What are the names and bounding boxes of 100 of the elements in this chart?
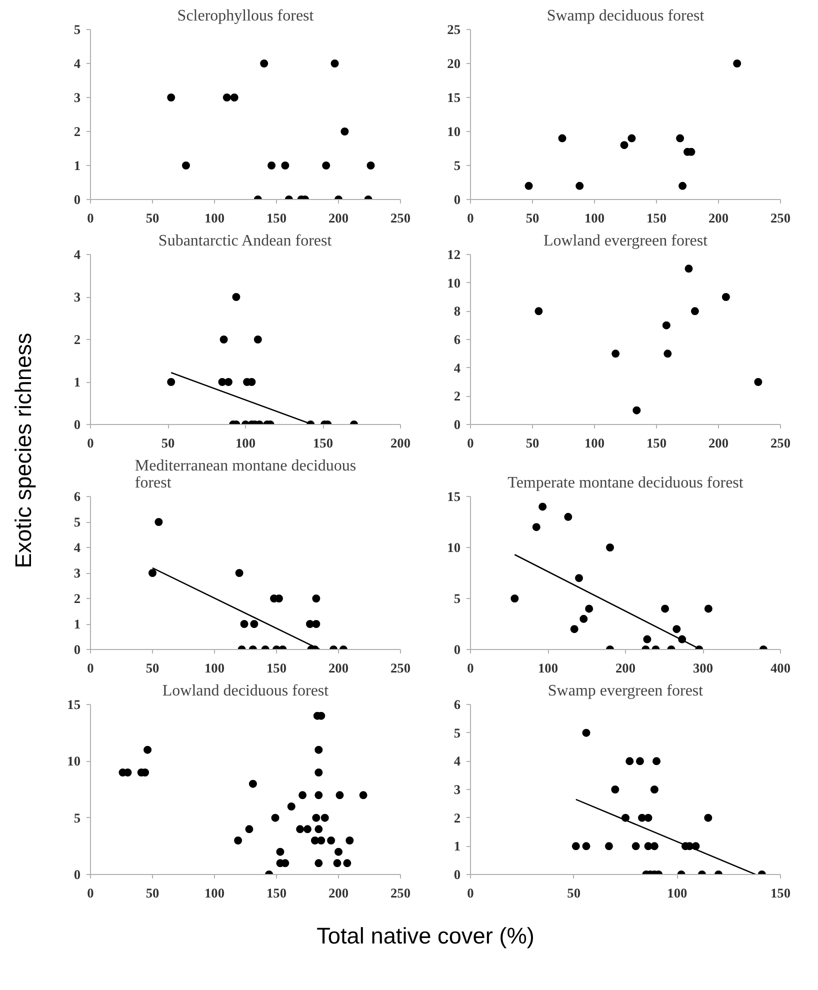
point	[298, 791, 307, 800]
x-tick-label: 100	[667, 886, 688, 900]
point	[604, 842, 613, 850]
point	[296, 825, 304, 834]
y-tick-label: 6	[454, 332, 461, 347]
point	[334, 848, 342, 856]
point	[144, 746, 152, 754]
point	[585, 604, 594, 613]
point	[310, 836, 319, 844]
point	[704, 604, 712, 613]
x-tick-label: 150	[266, 660, 287, 676]
chart-title: Swamp evergreen forest	[548, 682, 704, 700]
y-tick-label: 0	[74, 867, 81, 882]
y-tick-label: 25	[447, 22, 461, 37]
x-tick-label: 100	[584, 436, 605, 450]
y-tick-label: 0	[74, 192, 81, 207]
y-tick-label: 10	[67, 754, 81, 769]
point	[632, 406, 641, 414]
point	[148, 569, 156, 577]
chart-title: Sclerophyllous forest	[177, 8, 314, 24]
point	[320, 814, 329, 822]
point	[576, 182, 584, 190]
point	[336, 791, 344, 800]
y-tick-label: 4	[454, 754, 461, 769]
y-tick-label: 5	[74, 22, 81, 37]
x-tick-label: 150	[646, 436, 667, 450]
point	[626, 757, 634, 766]
y-tick-label: 0	[74, 642, 81, 657]
y-tick-label: 1	[74, 158, 81, 173]
y-tick-label: 4	[74, 247, 81, 262]
point	[538, 502, 547, 511]
x-tick-label: 0	[87, 660, 94, 676]
y-tick-label: 2	[454, 810, 461, 826]
point	[240, 620, 248, 628]
point	[632, 842, 640, 850]
point	[220, 336, 228, 344]
x-tick-label: 100	[236, 436, 256, 450]
x-tick-label: 150	[313, 436, 334, 450]
y-tick-label: 0	[454, 417, 461, 432]
point	[606, 544, 614, 552]
y-tick-label: 2	[74, 591, 81, 606]
point	[314, 859, 323, 868]
y-tick-label: 15	[447, 489, 461, 504]
x-tick-label: 50	[526, 436, 540, 450]
y-tick-label: 5	[454, 158, 461, 173]
y-tick-label: 15	[447, 90, 461, 105]
point	[620, 141, 628, 150]
x-tick-label: 0	[467, 210, 474, 226]
point	[327, 836, 336, 844]
point	[692, 842, 700, 850]
y-tick-label: 20	[447, 56, 461, 71]
point	[678, 182, 687, 190]
point	[230, 94, 238, 102]
point	[340, 128, 349, 136]
point	[333, 859, 342, 868]
y-tick-label: 3	[454, 782, 461, 797]
point	[672, 625, 681, 634]
point	[570, 625, 578, 634]
point	[558, 134, 566, 142]
point	[510, 594, 519, 602]
point	[234, 836, 242, 844]
x-tick-label: 0	[467, 886, 474, 900]
point	[733, 60, 742, 68]
point	[245, 825, 254, 834]
point	[644, 814, 652, 822]
point	[580, 614, 588, 623]
point	[611, 786, 620, 794]
x-tick-label: 150	[266, 886, 287, 900]
x-tick-label: 100	[538, 660, 558, 676]
x-tick-label: 100	[204, 886, 225, 900]
x-tick-label: 300	[693, 660, 714, 676]
point	[250, 620, 258, 628]
point	[248, 780, 257, 788]
point	[582, 842, 590, 850]
x-tick-label: 250	[390, 660, 411, 676]
x-tick-label: 100	[204, 210, 225, 226]
x-tick-label: 250	[770, 436, 791, 450]
y-tick-label: 0	[454, 642, 461, 657]
point	[167, 378, 176, 386]
point	[271, 814, 280, 822]
x-tick-label: 0	[87, 210, 94, 226]
point	[314, 746, 323, 754]
y-tick-label: 12	[447, 247, 461, 262]
x-tick-label: 200	[390, 436, 411, 450]
chart-title: Swamp deciduous forest	[546, 8, 705, 24]
point	[636, 757, 644, 766]
point	[704, 814, 712, 822]
x-tick-label: 200	[328, 210, 349, 226]
point	[662, 321, 670, 330]
x-tick-label: 0	[87, 436, 94, 450]
y-tick-label: 1	[454, 838, 461, 854]
chart-title: Lowland deciduous forest	[162, 682, 330, 700]
point	[661, 604, 670, 613]
point	[524, 182, 533, 190]
y-tick-label: 0	[454, 192, 461, 207]
point	[330, 60, 339, 68]
y-tick-label: 10	[447, 124, 461, 139]
point	[314, 791, 323, 800]
point	[276, 848, 284, 856]
y-tick-label: 10	[447, 540, 461, 555]
